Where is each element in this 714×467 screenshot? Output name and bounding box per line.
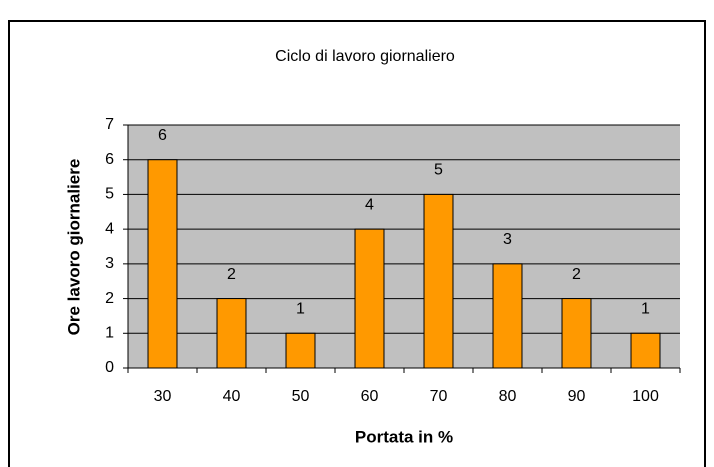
data-label: 5 xyxy=(434,162,443,179)
x-tick-label: 60 xyxy=(361,388,379,405)
bar xyxy=(147,159,178,369)
data-label: 2 xyxy=(572,266,581,283)
data-label: 2 xyxy=(227,266,236,283)
y-axis-label: Ore lavoro giornaliere xyxy=(64,159,83,336)
x-tick-label: 50 xyxy=(292,388,310,405)
y-tick-label: 3 xyxy=(105,255,114,272)
x-axis-label: Portata in % xyxy=(355,427,453,446)
bar xyxy=(423,193,454,369)
chart-title: Ciclo di lavoro giornaliero xyxy=(275,48,455,65)
y-tick-label: 7 xyxy=(105,116,114,133)
bar xyxy=(561,298,592,369)
y-tick-label: 6 xyxy=(105,151,114,168)
bar xyxy=(630,332,661,369)
data-label: 6 xyxy=(158,127,167,144)
y-tick-label: 0 xyxy=(105,359,114,376)
plot-area xyxy=(128,125,680,368)
bar xyxy=(492,263,523,369)
x-tick-label: 80 xyxy=(499,388,517,405)
x-tick-label: 90 xyxy=(568,388,586,405)
y-tick-label: 1 xyxy=(105,325,114,342)
bar xyxy=(285,332,316,369)
data-label: 1 xyxy=(296,301,305,318)
x-tick-label: 100 xyxy=(632,388,659,405)
y-tick-label: 4 xyxy=(105,220,114,237)
data-label: 1 xyxy=(641,301,650,318)
data-label: 4 xyxy=(365,196,374,213)
bar xyxy=(354,228,385,369)
x-tick-label: 70 xyxy=(430,388,448,405)
y-tick-label: 2 xyxy=(105,290,114,307)
x-tick-label: 30 xyxy=(154,388,172,405)
bar xyxy=(216,298,247,369)
data-label: 3 xyxy=(503,231,512,248)
y-tick-label: 5 xyxy=(105,186,114,203)
x-tick-label: 40 xyxy=(223,388,241,405)
